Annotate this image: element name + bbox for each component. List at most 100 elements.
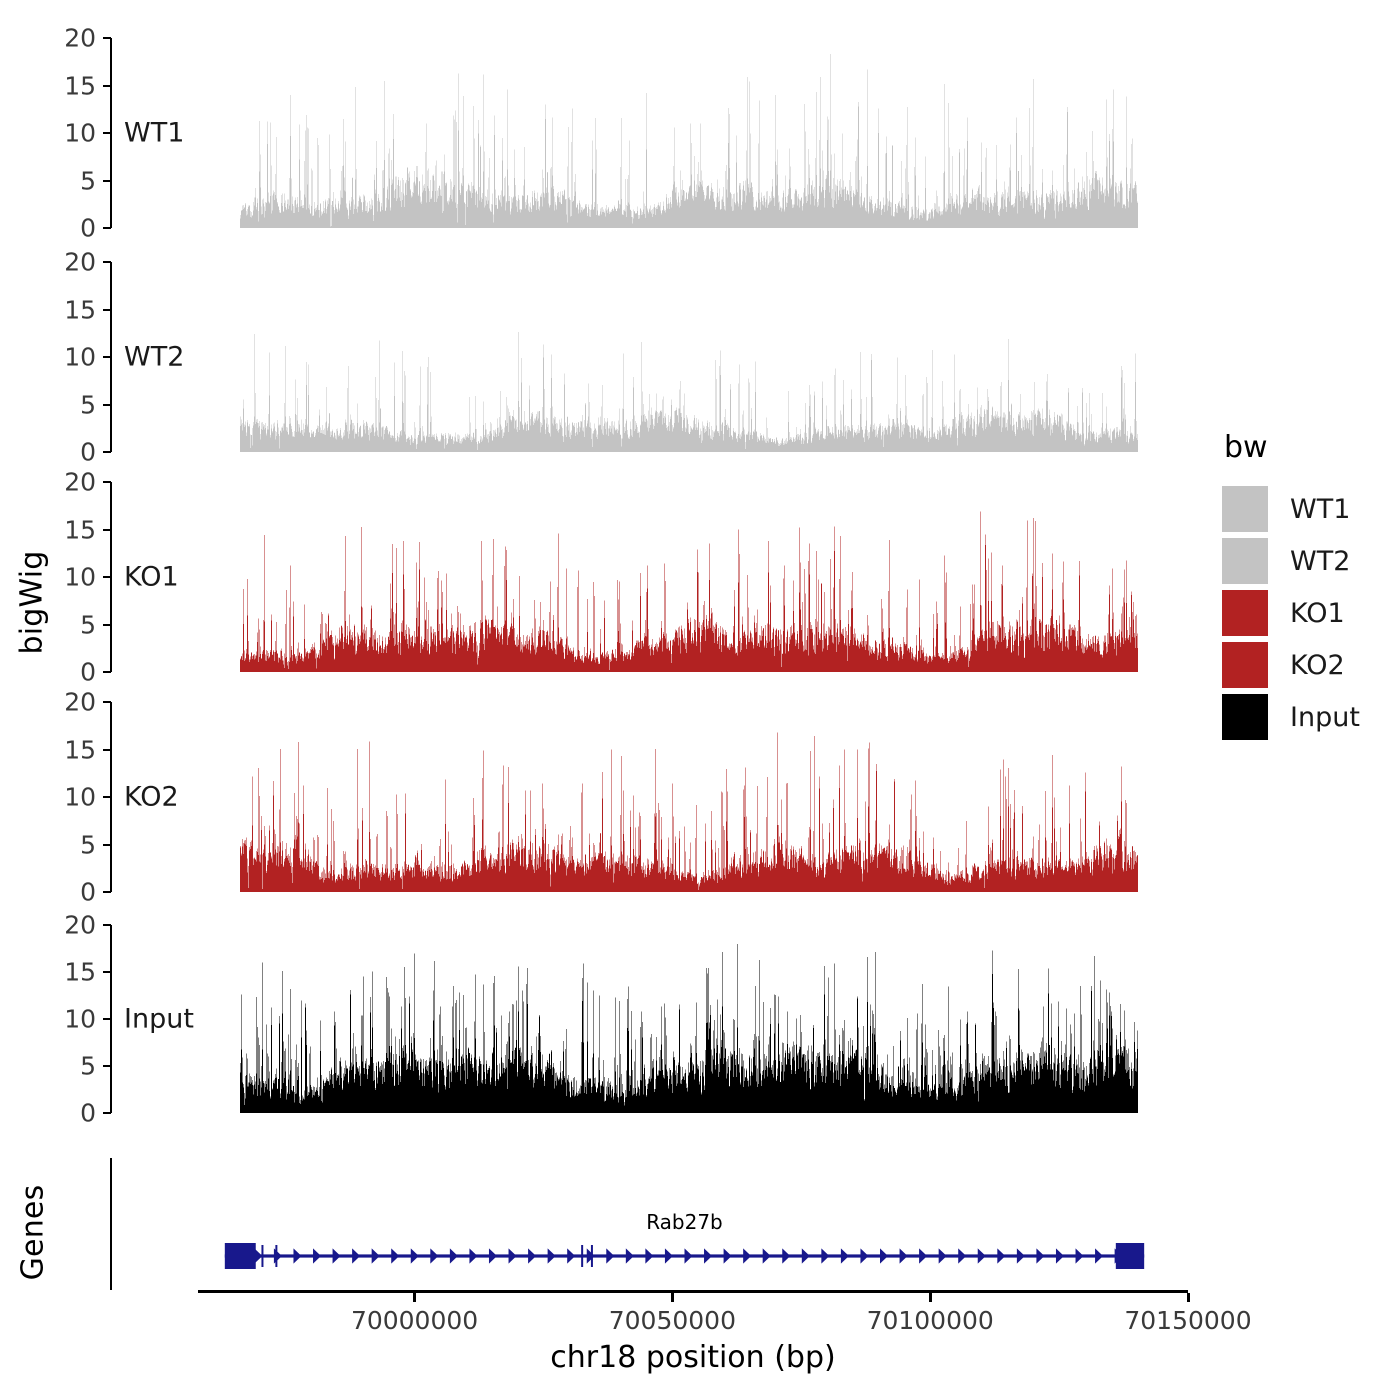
legend-swatch-wt1	[1222, 486, 1268, 532]
y-tick	[103, 451, 111, 453]
legend-label-ko2: KO2	[1290, 649, 1345, 681]
coverage-plot-input[interactable]	[240, 925, 1138, 1113]
y-tick-label: 15	[64, 71, 96, 100]
gene-name-label: Rab27b	[646, 1210, 723, 1234]
coverage-plot-wt1[interactable]	[240, 38, 1138, 228]
y-tick	[103, 528, 111, 531]
y-tick-label: 20	[64, 910, 96, 940]
y-tick-label: 10	[64, 562, 96, 592]
genes-panel: Rab27b	[0, 1158, 1160, 1290]
y-tick	[103, 403, 111, 406]
y-tick-label: 20	[64, 687, 96, 717]
y-tick	[103, 227, 111, 229]
y-tick	[103, 971, 111, 973]
coverage-plot-ko1[interactable]	[240, 482, 1138, 672]
y-tick-label: 20	[64, 467, 96, 497]
y-axis-line	[110, 38, 112, 228]
legend-label-ko1: KO1	[1290, 597, 1345, 629]
y-tick	[103, 891, 111, 893]
y-tick	[103, 356, 111, 358]
legend-swatch-input	[1222, 694, 1268, 740]
y-tick-label: 0	[80, 437, 96, 467]
y-tick-label: 20	[64, 23, 96, 53]
legend-item-ko1[interactable]: KO1	[1222, 587, 1392, 639]
x-axis-line	[198, 1290, 1188, 1293]
legend-items: WT1 WT2 KO1 KO2 Input	[1222, 483, 1392, 743]
y-tick	[103, 308, 111, 311]
y-tick-label: 10	[64, 1004, 96, 1034]
coverage-svg	[240, 326, 1138, 452]
legend-swatch-ko1	[1222, 590, 1268, 636]
y-tick-label: 15	[64, 515, 96, 544]
y-tick-label: 15	[64, 295, 96, 324]
y-tick-label: 5	[80, 610, 96, 639]
legend-item-wt2[interactable]: WT2	[1222, 535, 1392, 587]
x-tick-label: 70050000	[608, 1306, 736, 1335]
legend-item-input[interactable]: Input	[1222, 691, 1392, 743]
y-tick	[103, 261, 111, 263]
y-tick-label: 5	[80, 166, 96, 195]
x-axis-title: chr18 position (bp)	[550, 1340, 836, 1375]
gene-model-track[interactable]	[198, 1158, 1188, 1290]
x-tick	[670, 1293, 674, 1302]
track-label-input: Input	[124, 1003, 194, 1035]
y-tick-label: 5	[80, 390, 96, 419]
y-axis-line	[110, 925, 112, 1113]
y-tick	[103, 701, 111, 703]
y-tick-label: 15	[64, 735, 96, 764]
x-tick-label: 70150000	[1124, 1306, 1252, 1335]
coverage-svg	[240, 505, 1138, 672]
y-tick	[103, 179, 111, 182]
x-tick	[928, 1293, 932, 1302]
y-tick-label: 5	[80, 830, 96, 859]
coverage-svg	[240, 42, 1138, 228]
y-tick-label: 15	[64, 957, 96, 987]
track-panel-input: 0 5 10 15 20 Input	[0, 913, 1160, 1126]
y-tick	[103, 796, 111, 798]
track-panel-wt2: 0 5 10 15 20 WT2	[0, 247, 1160, 465]
y-tick	[103, 576, 111, 578]
y-tick-label: 20	[64, 247, 96, 277]
y-tick-label: 0	[80, 657, 96, 687]
coverage-svg	[240, 729, 1138, 892]
track-label-wt2: WT2	[124, 341, 185, 373]
y-tick	[103, 1112, 111, 1114]
coverage-plot-wt2[interactable]	[240, 262, 1138, 452]
y-tick-label: 0	[80, 1098, 96, 1128]
y-tick	[103, 671, 111, 673]
y-tick	[103, 481, 111, 483]
x-tick-label: 70000000	[350, 1306, 479, 1335]
track-label-ko2: KO2	[124, 781, 179, 813]
legend-label-wt1: WT1	[1290, 493, 1351, 525]
y-tick-label: 0	[80, 877, 96, 907]
y-tick-label: 0	[80, 213, 96, 243]
y-tick	[103, 1065, 111, 1067]
y-axis-line	[110, 482, 112, 672]
legend-item-ko2[interactable]: KO2	[1222, 639, 1392, 691]
legend-label-input: Input	[1290, 701, 1360, 733]
y-tick	[103, 843, 111, 846]
y-tick	[103, 623, 111, 626]
y-tick	[103, 132, 111, 134]
x-axis: 70000000 70050000 70100000 70150000	[198, 1290, 1252, 1350]
legend-swatch-wt2	[1222, 538, 1268, 584]
legend-item-wt1[interactable]: WT1	[1222, 483, 1392, 535]
x-tick-label: 70100000	[866, 1306, 994, 1335]
y-tick	[103, 84, 111, 87]
y-axis-line	[110, 702, 112, 892]
legend-title: bw	[1224, 430, 1268, 465]
legend-swatch-ko2	[1222, 642, 1268, 688]
genes-axis-line	[110, 1158, 112, 1290]
coverage-plot-ko2[interactable]	[240, 702, 1138, 892]
x-tick	[1186, 1293, 1190, 1302]
y-tick-label: 10	[64, 782, 96, 812]
y-tick	[103, 1018, 111, 1020]
y-tick-label: 10	[64, 342, 96, 372]
gene-model-svg	[224, 1243, 1145, 1269]
track-panel-ko2: 0 5 10 15 20 KO2	[0, 690, 1160, 914]
y-tick-label: 5	[80, 1051, 96, 1081]
y-axis-line	[110, 262, 112, 452]
y-tick-label: 10	[64, 118, 96, 148]
x-tick	[413, 1293, 417, 1302]
